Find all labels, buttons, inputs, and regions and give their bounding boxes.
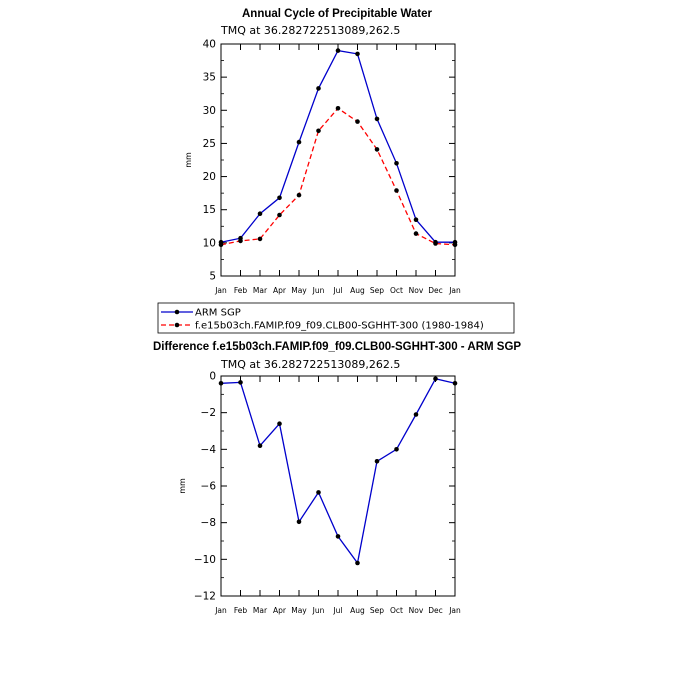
chart2-series1-point — [394, 447, 399, 452]
chart2-series1-point — [257, 443, 263, 449]
chart2-series1-point — [355, 560, 360, 566]
chart1-series1-line — [220, 49, 455, 243]
chart2-series1-point — [296, 519, 302, 525]
chart2-ytick-label: −2 — [201, 407, 216, 419]
chart2-ylabel: mm — [178, 478, 187, 494]
chart1-ytick-label: 20 — [203, 171, 216, 183]
chart2-xtick-label: Feb — [234, 606, 248, 615]
chart2-series1-point — [452, 381, 458, 386]
chart1-ylabel: mm — [184, 152, 193, 168]
chart1-xtick-label: Feb — [234, 286, 248, 295]
chart1-series2-point — [394, 188, 399, 193]
chart2-series1-point — [433, 376, 438, 382]
chart2-xtick-label: Mar — [253, 606, 268, 615]
chart2-xtick-label: Aug — [350, 606, 365, 615]
chart1-xtick-label: Sep — [370, 286, 384, 295]
chart1-series2-point — [335, 106, 341, 111]
chart1-series1-point — [296, 139, 302, 145]
chart1-ytick-label: 15 — [203, 204, 216, 216]
chart2-xtick-label: Jun — [312, 606, 325, 615]
chart2-series1-point — [218, 381, 224, 386]
chart1-series1-point — [335, 48, 341, 53]
chart2-ytick-label: −12 — [194, 591, 216, 603]
chart1-series2-point — [257, 236, 263, 242]
chart1-xtick-label: Oct — [390, 286, 403, 295]
legend-series1-marker — [174, 309, 180, 315]
chart2-series1-point — [316, 490, 321, 495]
chart1-series2-point — [218, 242, 224, 248]
chart1-ytick-label: 35 — [203, 72, 216, 84]
legend-series2-label: f.e15b03ch.FAMIP.f09_f09.CLB00-SGHHT-300… — [195, 321, 484, 332]
chart2-xtick-label: May — [291, 606, 307, 615]
chart2-ytick-label: −4 — [201, 444, 217, 456]
chart1-series1-point — [257, 211, 263, 216]
chart1-xtick-label: Jul — [332, 286, 342, 295]
chart2-xtick-label: Sep — [370, 606, 384, 615]
chart1-series1-point — [277, 195, 282, 201]
chart1-ytick-label: 40 — [203, 39, 216, 51]
chart2-xtick-label: Dec — [428, 606, 443, 615]
chart1-ytick-label: 30 — [203, 105, 216, 117]
chart2-series1-point — [413, 412, 419, 417]
chart2-xtick-label: Oct — [390, 606, 403, 615]
chart2-title: Difference f.e15b03ch.FAMIP.f09_f09.CLB0… — [153, 341, 521, 353]
chart1-series2-point — [374, 147, 380, 152]
chart1-xtick-label: Nov — [409, 286, 424, 295]
chart2-xtick-label: Jan — [448, 606, 461, 615]
chart1-series2-point — [238, 238, 243, 244]
legend-series2-marker — [174, 322, 180, 328]
chart2-ytick-label: −6 — [201, 481, 217, 493]
chart2-plot-frame — [220, 375, 456, 597]
legend-series1-label: ARM SGP — [195, 308, 241, 319]
chart1-xtick-label: Dec — [428, 286, 443, 295]
chart1-title: Annual Cycle of Precipitable Water — [242, 8, 433, 20]
legend-box — [157, 302, 515, 334]
chart1-series2-point — [277, 212, 282, 218]
chart1-series1-point — [355, 51, 360, 57]
chart1-series1-point — [413, 217, 419, 222]
chart2-series1-point — [277, 421, 282, 427]
chart2-ytick-label: −10 — [194, 554, 216, 566]
chart1-series2-point — [433, 241, 438, 246]
chart2-xtick-label: Jan — [214, 606, 227, 615]
chart1-subtitle: TMQ at 36.282722513089,262.5 — [220, 24, 400, 37]
chart1-xtick-label: Mar — [253, 286, 268, 295]
chart1-xtick-label: Aug — [350, 286, 365, 295]
chart1-series2-point — [355, 119, 360, 124]
chart1-series1-point — [394, 161, 399, 166]
chart2-ytick-label: −8 — [201, 517, 216, 529]
chart1-ytick-label: 25 — [203, 138, 216, 150]
chart1-xtick-label: Jun — [312, 286, 325, 295]
chart1-xtick-label: Jan — [214, 286, 227, 295]
chart2-ytick-label: 0 — [209, 371, 216, 383]
chart2-subtitle: TMQ at 36.282722513089,262.5 — [220, 358, 400, 371]
chart2-series1-point — [335, 534, 341, 539]
chart1-series2-point — [316, 128, 321, 134]
chart1-ytick-label: 5 — [209, 271, 216, 283]
chart1-series1-point — [316, 86, 321, 91]
chart2-xtick-label: Apr — [273, 606, 287, 615]
chart1-xtick-label: Apr — [273, 286, 287, 295]
chart1-ytick-label: 10 — [203, 237, 216, 249]
chart2-series1-point — [238, 380, 243, 385]
chart1-series1-point — [374, 116, 380, 122]
chart1-plot-frame — [220, 43, 456, 277]
chart1-xtick-label: Jan — [448, 286, 461, 295]
chart1-series2-point — [296, 192, 302, 198]
chart1-xtick-label: May — [291, 286, 307, 295]
chart2-series1-point — [374, 459, 380, 464]
chart1-series2-point — [452, 242, 458, 248]
chart1-series2-point — [413, 231, 419, 236]
chart2-xtick-label: Nov — [409, 606, 424, 615]
chart2-xtick-label: Jul — [332, 606, 342, 615]
